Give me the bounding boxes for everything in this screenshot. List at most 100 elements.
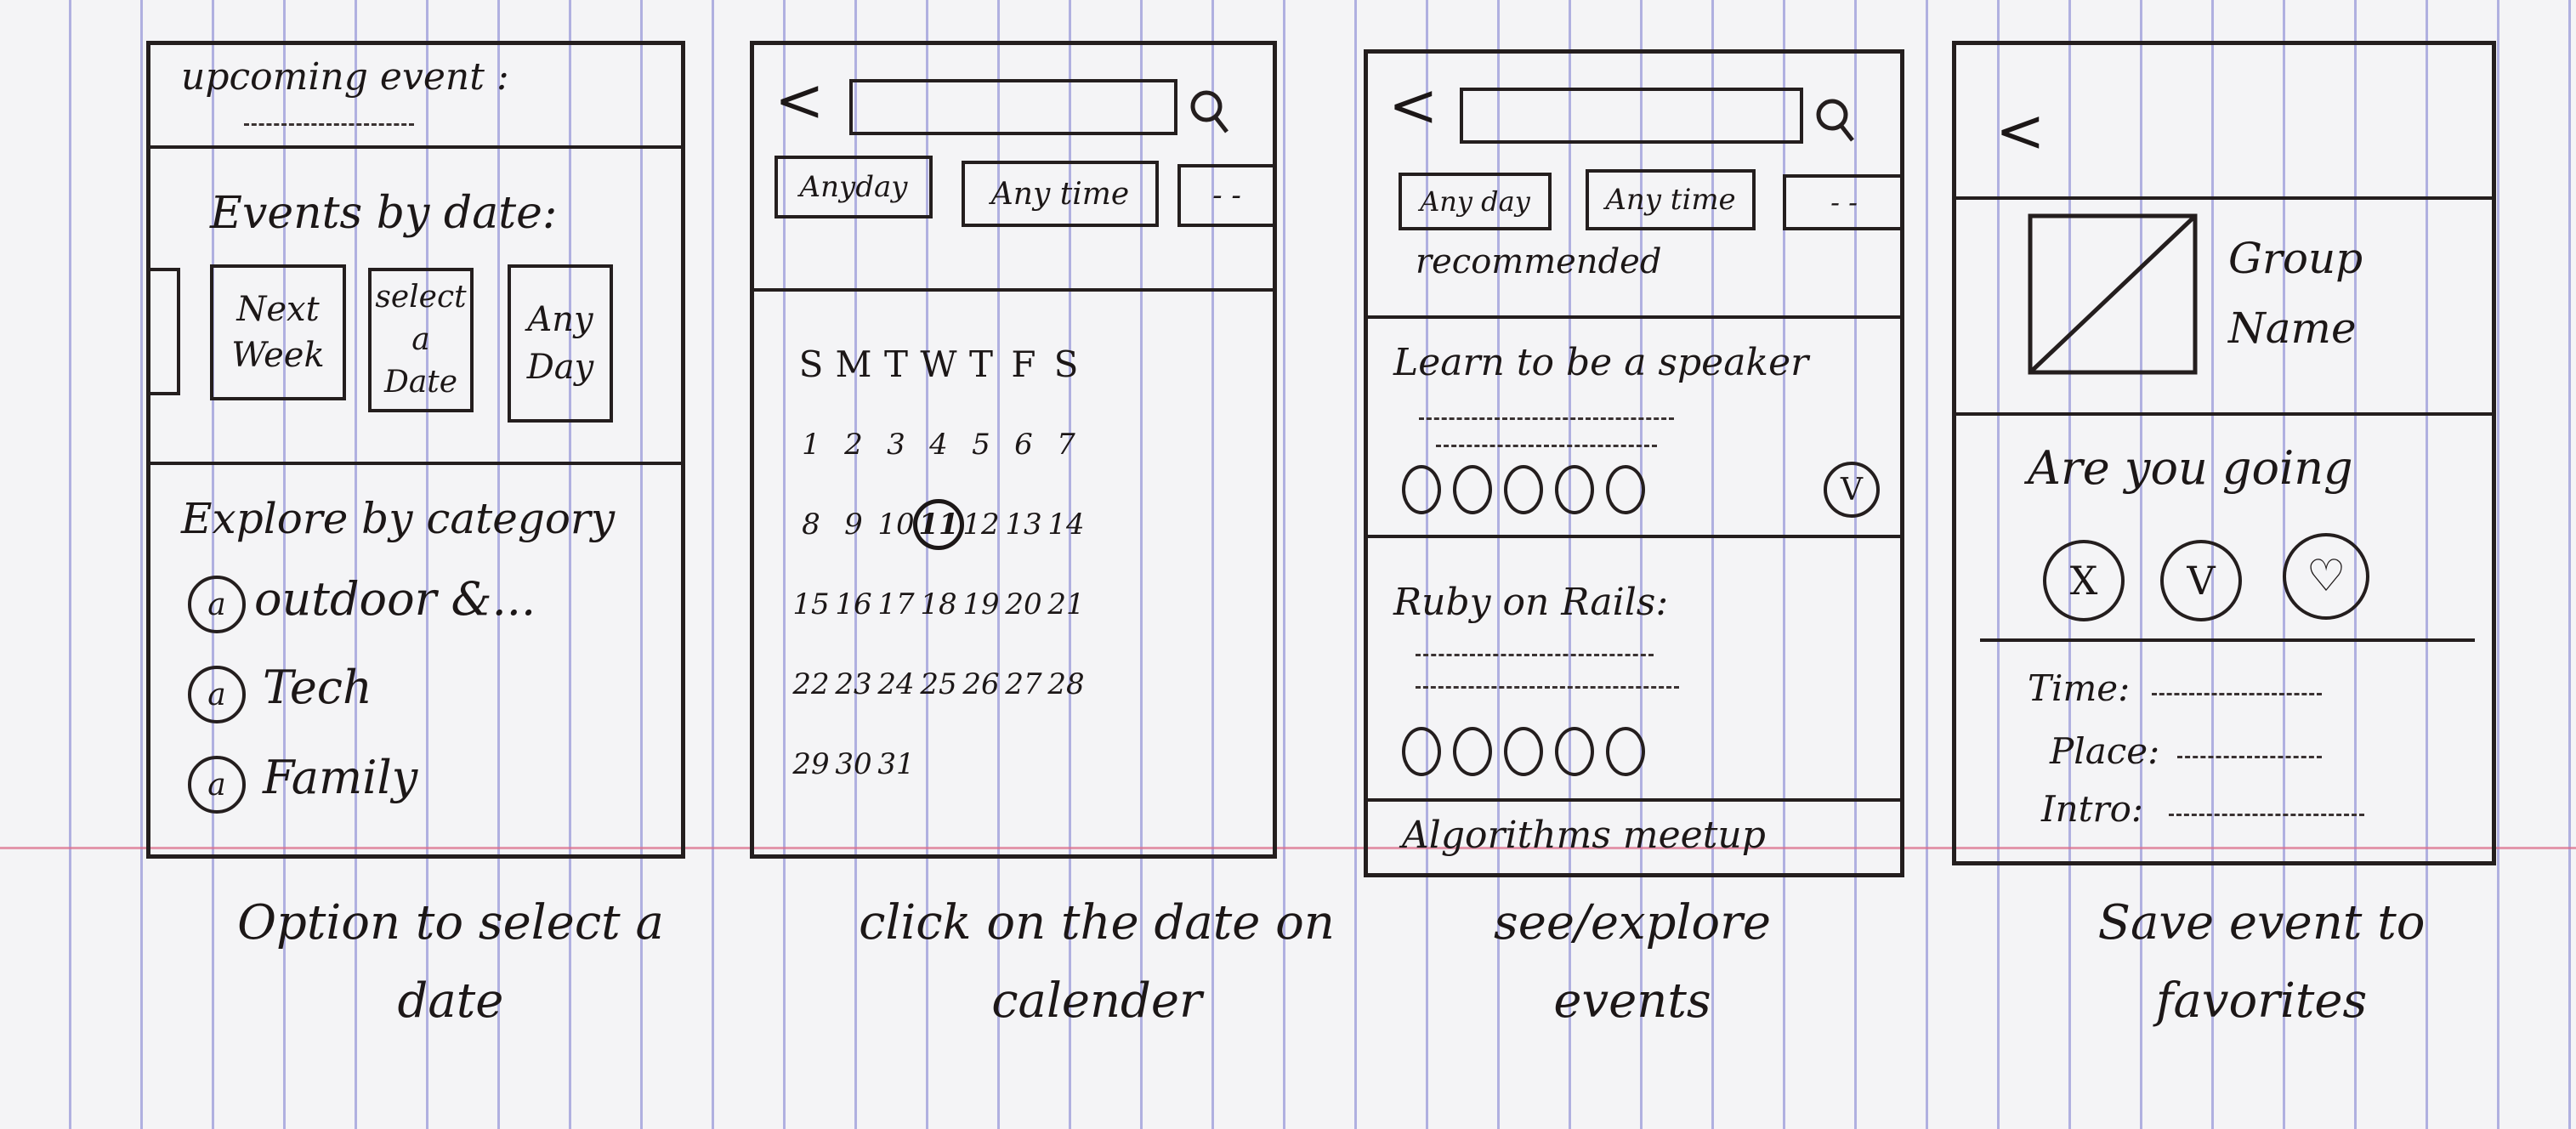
calendar-grid: S M T W T F S 1 2 3 4 5 6 7 8 9 10 11 12 13 14 15 16 17 18 19 20 21…	[790, 339, 1087, 790]
calendar-day[interactable]: 23	[835, 667, 872, 701]
attendee-avatar	[1504, 727, 1543, 776]
rsvp-yes-button[interactable]: V	[2160, 540, 2242, 621]
event-description-placeholder	[1416, 654, 1654, 656]
weekday-label: F	[1011, 343, 1036, 385]
filter-anytime[interactable]: Any time	[1586, 169, 1756, 230]
divider	[1364, 798, 1904, 802]
group-name: Group Name	[2228, 234, 2363, 353]
events-by-date-label: Events by date:	[210, 188, 558, 239]
filter-more[interactable]: - -	[1783, 174, 1902, 230]
calendar-day[interactable]: 5	[972, 428, 990, 462]
calendar-day[interactable]: 21	[1047, 587, 1085, 621]
search-input[interactable]	[1460, 88, 1803, 144]
event-description-placeholder	[1416, 686, 1679, 689]
detail-value-placeholder	[2152, 693, 2322, 695]
calendar-day[interactable]: 27	[1005, 667, 1042, 701]
filter-more[interactable]: - -	[1177, 164, 1273, 227]
screen-explore-events: < Any day Any time - - recommended Learn…	[1364, 49, 1904, 877]
calendar-day[interactable]: 25	[920, 667, 957, 701]
back-icon[interactable]: <	[1388, 71, 1438, 140]
calendar-day[interactable]: 6	[1014, 428, 1033, 462]
date-option-any-day[interactable]: Any Day	[508, 264, 613, 423]
caption-screen-2: click on the date on calender	[859, 895, 1335, 1029]
back-icon[interactable]: <	[1995, 96, 2045, 166]
calendar-day[interactable]: 20	[1005, 587, 1042, 621]
detail-time-label: Time:	[2028, 667, 2131, 709]
calendar-day[interactable]: 19	[962, 587, 1000, 621]
category-outdoor[interactable]: outdoor &...	[254, 572, 536, 626]
calendar-day[interactable]: 18	[920, 587, 957, 621]
weekday-label: W	[920, 343, 957, 385]
explore-by-category-label: Explore by category	[181, 494, 616, 543]
rsvp-no-button[interactable]: X	[2043, 540, 2125, 621]
calendar-day[interactable]: 8	[802, 508, 820, 542]
screen-select-date: upcoming event : Events by date: Next We…	[146, 41, 685, 859]
check-icon[interactable]: V	[1824, 462, 1880, 518]
group-image-placeholder	[2028, 213, 2198, 375]
calendar-day[interactable]: 24	[877, 667, 915, 701]
attendee-avatar	[1555, 727, 1594, 776]
divider	[146, 462, 685, 465]
calendar-day[interactable]: 14	[1047, 508, 1085, 542]
filter-anyday[interactable]: Any day	[1399, 173, 1552, 230]
attendee-avatar	[1453, 465, 1492, 514]
calendar-day[interactable]: 4	[929, 428, 948, 462]
weekday-label: S	[1053, 343, 1079, 385]
event-title[interactable]: Ruby on Rails:	[1393, 581, 1669, 624]
event-description-placeholder	[1436, 445, 1657, 447]
caption-screen-3: see/explore events	[1494, 895, 1771, 1029]
attendee-avatars	[1402, 465, 1645, 514]
upcoming-event-label: upcoming event :	[181, 55, 509, 99]
filter-anyday[interactable]: Anyday	[775, 156, 933, 218]
calendar-day[interactable]: 30	[835, 747, 872, 781]
screen-calendar: < Anyday Any time - - S M T W T F S 1 2 3 4 5 6 7 8 9 10…	[750, 41, 1277, 859]
category-family[interactable]: Family	[263, 751, 418, 804]
caption-screen-1: Option to select a date	[237, 895, 664, 1029]
search-icon[interactable]	[1188, 86, 1232, 137]
attendee-avatar	[1504, 465, 1543, 514]
date-option-partial[interactable]	[146, 268, 180, 395]
favorite-heart-button[interactable]: ♡	[2283, 533, 2369, 620]
calendar-day[interactable]: 1	[802, 428, 820, 462]
detail-value-placeholder	[2177, 756, 2322, 758]
calendar-day[interactable]: 29	[792, 747, 830, 781]
event-title[interactable]: Learn to be a speaker	[1393, 341, 1809, 384]
search-input[interactable]	[849, 79, 1177, 135]
attendee-avatar	[1606, 465, 1645, 514]
calendar-day[interactable]: 26	[962, 667, 1000, 701]
calendar-day[interactable]: 13	[1005, 508, 1042, 542]
calendar-day-selected[interactable]: 11	[913, 499, 964, 550]
attendee-avatars	[1402, 727, 1645, 776]
notebook-margin-line	[0, 847, 2576, 849]
going-question: Are you going	[2028, 441, 2353, 495]
search-icon[interactable]	[1813, 94, 1858, 145]
date-option-next-week[interactable]: Next Week	[210, 264, 346, 400]
event-title[interactable]: Algorithms meetup	[1402, 814, 1766, 857]
filter-anytime[interactable]: Any time	[962, 161, 1159, 227]
calendar-day[interactable]: 17	[877, 587, 915, 621]
detail-value-placeholder	[2169, 814, 2364, 816]
category-tech[interactable]: Tech	[263, 661, 372, 714]
calendar-day[interactable]: 22	[792, 667, 830, 701]
back-icon[interactable]: <	[775, 65, 825, 135]
divider	[1952, 196, 2496, 200]
calendar-day[interactable]: 15	[792, 587, 830, 621]
attendee-avatar	[1606, 727, 1645, 776]
recommended-label: recommended	[1416, 242, 1662, 281]
category-icon: a	[188, 756, 246, 814]
category-icon: a	[188, 576, 246, 633]
calendar-day[interactable]: 3	[887, 428, 905, 462]
calendar-day[interactable]: 16	[835, 587, 872, 621]
calendar-day[interactable]: 9	[844, 508, 863, 542]
calendar-day[interactable]: 28	[1047, 667, 1085, 701]
calendar-day[interactable]: 31	[877, 747, 915, 781]
divider	[750, 288, 1277, 292]
divider	[1364, 535, 1904, 538]
calendar-day[interactable]: 12	[962, 508, 1000, 542]
weekday-label: T	[968, 343, 993, 385]
calendar-day[interactable]: 2	[844, 428, 863, 462]
date-option-select-date[interactable]: select a Date	[368, 268, 474, 412]
calendar-day[interactable]: 10	[877, 508, 915, 542]
divider	[1364, 315, 1904, 319]
calendar-day[interactable]: 7	[1057, 428, 1075, 462]
